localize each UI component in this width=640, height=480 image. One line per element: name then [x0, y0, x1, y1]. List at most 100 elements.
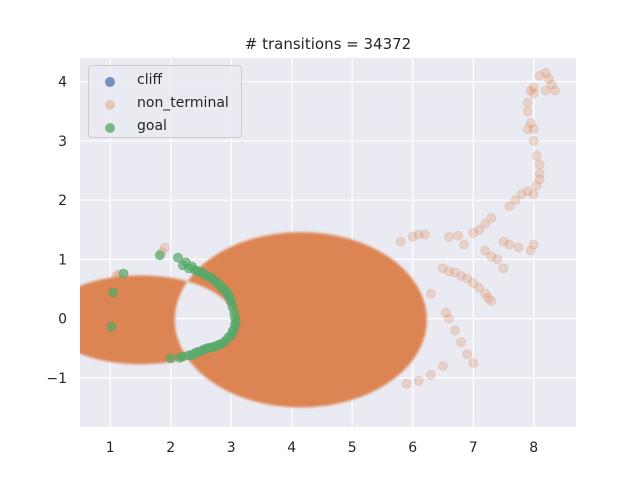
point-goal [106, 322, 117, 332]
x-tick-label: 1 [106, 440, 115, 456]
legend-marker-non-terminal [105, 100, 115, 110]
x-tick-label: 3 [227, 440, 236, 456]
point-non-terminal [456, 337, 466, 348]
point-non-terminal [522, 124, 533, 134]
point-non-terminal [528, 136, 539, 146]
point-non-terminal [456, 271, 466, 281]
point-non-terminal [480, 218, 491, 229]
point-non-terminal [486, 213, 497, 223]
point-non-terminal [534, 159, 545, 170]
y-tick-label: −1 [46, 371, 67, 387]
point-non-terminal [540, 67, 551, 78]
x-tick-label: 6 [408, 440, 417, 456]
point-non-terminal [504, 239, 515, 250]
legend-label-goal: goal [137, 118, 167, 134]
point-goal [118, 268, 129, 279]
point-non-terminal [413, 229, 424, 240]
point-goal [193, 346, 203, 357]
legend-item-non-terminal: non_terminal [89, 94, 243, 116]
point-non-terminal [453, 230, 463, 241]
point-non-terminal [513, 242, 524, 253]
point-goal [174, 352, 185, 363]
point-non-terminal [546, 79, 557, 90]
point-non-terminal [444, 266, 454, 277]
point-non-terminal [486, 251, 497, 262]
point-non-terminal [516, 189, 527, 200]
point-goal [211, 276, 221, 287]
non-terminal-dense-blob [80, 232, 427, 408]
point-goal [227, 301, 238, 312]
legend-item-goal: goal [89, 117, 243, 139]
x-tick-label: 5 [348, 440, 357, 456]
point-non-terminal [480, 288, 491, 299]
point-non-terminal [498, 263, 509, 274]
point-non-terminal [474, 282, 485, 293]
scatter-points [96, 67, 560, 389]
point-non-terminal [525, 245, 536, 256]
point-non-terminal [441, 307, 451, 318]
point-non-terminal [468, 358, 479, 368]
point-non-terminal [528, 82, 539, 93]
point-non-terminal [486, 295, 497, 306]
point-non-terminal [407, 231, 418, 242]
point-non-terminal [438, 263, 448, 274]
point-non-terminal [528, 239, 539, 250]
point-non-terminal [98, 316, 108, 327]
point-goal [154, 250, 165, 261]
point-non-terminal [425, 369, 436, 380]
point-non-terminal [462, 273, 473, 284]
point-non-terminal [459, 239, 469, 250]
point-non-terminal [534, 174, 545, 185]
legend-label-non-terminal: non_terminal [137, 95, 229, 111]
point-non-terminal [462, 349, 473, 360]
point-goal [225, 292, 235, 303]
legend-marker-goal [105, 123, 115, 133]
legend-item-cliff: cliff [89, 71, 243, 93]
point-non-terminal [474, 224, 485, 235]
point-non-terminal [528, 124, 539, 134]
point-non-terminal [534, 70, 545, 81]
point-non-terminal [96, 310, 107, 321]
point-non-terminal [438, 361, 448, 371]
legend: cliff non_terminal goal [88, 65, 242, 138]
point-goal [223, 332, 234, 343]
point-non-terminal [531, 150, 542, 161]
point-non-terminal [159, 242, 170, 253]
y-axis-ticks: −1 0 1 2 3 4 [46, 75, 67, 387]
y-tick-label: 1 [58, 252, 67, 268]
point-non-terminal [540, 85, 551, 96]
y-tick-label: 0 [58, 312, 67, 328]
point-non-terminal [522, 97, 533, 108]
y-tick-label: 3 [58, 134, 67, 150]
point-non-terminal [419, 229, 430, 240]
point-non-terminal [525, 85, 536, 96]
point-goal [108, 287, 119, 298]
point-non-terminal [534, 168, 545, 179]
point-non-terminal [522, 106, 533, 117]
point-non-terminal [468, 227, 479, 238]
x-tick-label: 2 [166, 440, 175, 456]
point-non-terminal [528, 88, 539, 99]
point-goal [173, 252, 183, 263]
point-non-terminal [549, 85, 560, 96]
non-terminal-dense-region [80, 232, 427, 408]
point-non-terminal [483, 292, 494, 303]
point-non-terminal [401, 378, 412, 389]
point-non-terminal [525, 118, 536, 129]
point-non-terminal [450, 267, 460, 278]
y-tick-label: 4 [58, 75, 67, 91]
point-non-terminal [395, 236, 406, 247]
point-non-terminal [444, 231, 454, 242]
x-tick-label: 7 [469, 440, 478, 456]
point-non-terminal [444, 313, 454, 324]
point-non-terminal [492, 254, 503, 265]
y-tick-label: 2 [58, 193, 67, 209]
point-non-terminal [510, 195, 521, 206]
x-axis-ticks: 1 2 3 4 5 6 7 8 [106, 440, 538, 456]
point-non-terminal [504, 201, 515, 211]
point-non-terminal [450, 325, 460, 336]
point-non-terminal [528, 189, 539, 200]
legend-label-cliff: cliff [137, 72, 163, 88]
